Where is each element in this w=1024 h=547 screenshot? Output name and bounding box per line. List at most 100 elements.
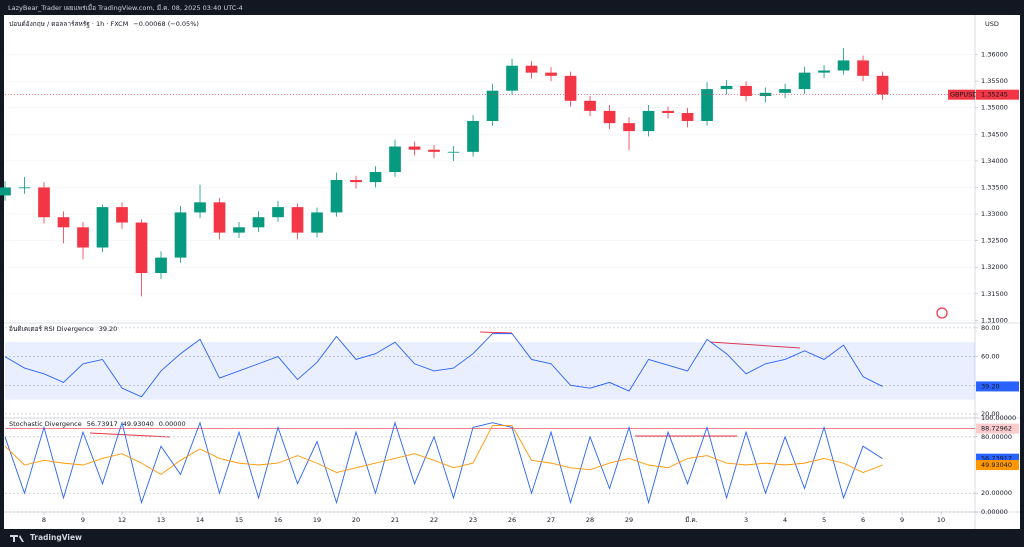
series-line bbox=[4, 333, 883, 398]
x-tick-label: 29 bbox=[625, 516, 633, 524]
candle-body bbox=[603, 110, 616, 124]
x-tick-label: 22 bbox=[430, 516, 438, 524]
candle-body bbox=[798, 72, 811, 90]
candle-body bbox=[584, 100, 596, 111]
candle-body bbox=[428, 149, 440, 152]
candle-body bbox=[857, 60, 869, 76]
candle-body bbox=[681, 113, 694, 121]
footer-brand: TradingView bbox=[30, 533, 82, 542]
candle-body bbox=[876, 75, 889, 95]
legend-value: 56.73917 bbox=[87, 420, 118, 428]
candle-body bbox=[38, 187, 50, 218]
publisher: LazyBear_Trader เผยแพร่เมื่อ TradingView… bbox=[8, 3, 243, 12]
y-tick-label: 60.00 bbox=[981, 353, 1000, 361]
pane-title: Stochastic Divergence bbox=[9, 420, 82, 428]
candle-body bbox=[18, 187, 31, 189]
y-tick-label: 1.34000 bbox=[981, 157, 1008, 165]
candle-body bbox=[350, 180, 362, 183]
candle-body bbox=[545, 72, 557, 76]
candle-body bbox=[311, 212, 323, 233]
x-tick-label: 19 bbox=[313, 516, 321, 524]
candle-body bbox=[623, 123, 635, 132]
x-tick-label: 14 bbox=[196, 516, 204, 524]
y-tick-label: 0.00000 bbox=[981, 508, 1008, 516]
y-tick-label: 20.00000 bbox=[981, 489, 1012, 497]
change: −0.00068 (−0.05%) bbox=[133, 20, 199, 28]
x-tick-label: 27 bbox=[547, 516, 555, 524]
candle-body bbox=[818, 70, 830, 73]
value-tag-bg bbox=[976, 460, 1019, 471]
price-tag: 1.35245 bbox=[981, 91, 1008, 99]
divergence-line bbox=[89, 432, 171, 438]
x-tick-label: 28 bbox=[586, 516, 594, 524]
x-tick-label: 26 bbox=[508, 516, 516, 524]
x-tick-label: 15 bbox=[235, 516, 243, 524]
legend-value: 39.20 bbox=[99, 325, 118, 333]
candle-body bbox=[467, 121, 479, 152]
x-tick-label: 6 bbox=[861, 516, 865, 524]
y-tick-label: 20.00 bbox=[981, 410, 1000, 418]
y-tick-label: 1.34500 bbox=[981, 130, 1008, 138]
y-tick-label: 80.00 bbox=[981, 324, 1000, 332]
value-tag: 49.93040 bbox=[981, 461, 1012, 469]
y-tick-label: 1.31000 bbox=[981, 316, 1008, 324]
candle-body bbox=[486, 90, 499, 121]
candle-body bbox=[330, 180, 343, 213]
candle-body bbox=[96, 207, 109, 248]
candle-body bbox=[720, 85, 733, 90]
candle-body bbox=[701, 89, 713, 121]
value-tag: 39.20 bbox=[981, 382, 1000, 390]
value-tag: 56.73917 bbox=[981, 455, 1012, 463]
y-tick-label: 100.00000 bbox=[981, 414, 1016, 422]
series-line bbox=[4, 425, 883, 475]
candle-body bbox=[525, 65, 538, 73]
y-tick-label: 80.00000 bbox=[981, 433, 1012, 441]
candle-body bbox=[662, 110, 674, 114]
price-tag-bg bbox=[976, 89, 1019, 100]
y-tick-label: 1.33500 bbox=[981, 183, 1008, 191]
symbol-tag-bg bbox=[948, 89, 975, 100]
value-tag-bg bbox=[976, 381, 1019, 392]
x-tick-label: 21 bbox=[391, 516, 399, 524]
candle-body bbox=[194, 202, 206, 213]
candle-body bbox=[233, 227, 245, 233]
band bbox=[5, 342, 975, 400]
x-tick-label: 13 bbox=[157, 516, 165, 524]
candle-body bbox=[252, 217, 265, 228]
x-tick-label: 12 bbox=[118, 516, 126, 524]
y-tick-label: 1.33000 bbox=[981, 210, 1008, 218]
candle-body bbox=[135, 222, 148, 274]
x-tick-label: 10 bbox=[937, 516, 945, 524]
candle-body bbox=[155, 257, 167, 274]
y-tick-label: 1.32500 bbox=[981, 237, 1008, 245]
candle-body bbox=[116, 207, 128, 223]
y-tick-label: 1.36000 bbox=[981, 51, 1008, 59]
series-line bbox=[4, 421, 883, 505]
value-tag-bg bbox=[976, 453, 1019, 464]
candle-body bbox=[506, 65, 518, 91]
y-tick-label: 1.32000 bbox=[981, 263, 1008, 271]
candle-body bbox=[77, 227, 89, 248]
candle-body bbox=[213, 202, 226, 233]
divergence-line bbox=[709, 341, 801, 349]
candle-body bbox=[447, 151, 460, 153]
divergence-line bbox=[479, 331, 513, 334]
legend-value: 49.93040 bbox=[123, 420, 154, 428]
y-tick-label: 1.35500 bbox=[981, 77, 1008, 85]
x-tick-label: 3 bbox=[744, 516, 748, 524]
candle-body bbox=[642, 110, 655, 132]
x-tick-label: 8 bbox=[42, 516, 46, 524]
alert-icon bbox=[936, 307, 948, 319]
candle-body bbox=[759, 92, 772, 97]
y-tick-label: 1.31500 bbox=[981, 290, 1008, 298]
pane-title: อินดิเคเตอร์ RSI Divergence bbox=[9, 325, 94, 333]
x-tick-label: มี.ค. bbox=[685, 516, 698, 524]
candle-body bbox=[0, 187, 11, 196]
x-tick-label: 16 bbox=[274, 516, 282, 524]
candle-body bbox=[779, 89, 791, 93]
x-tick-label: 20 bbox=[352, 516, 360, 524]
candle-body bbox=[272, 207, 284, 218]
level-tag-bg bbox=[976, 423, 1019, 434]
candle-body bbox=[564, 75, 577, 101]
